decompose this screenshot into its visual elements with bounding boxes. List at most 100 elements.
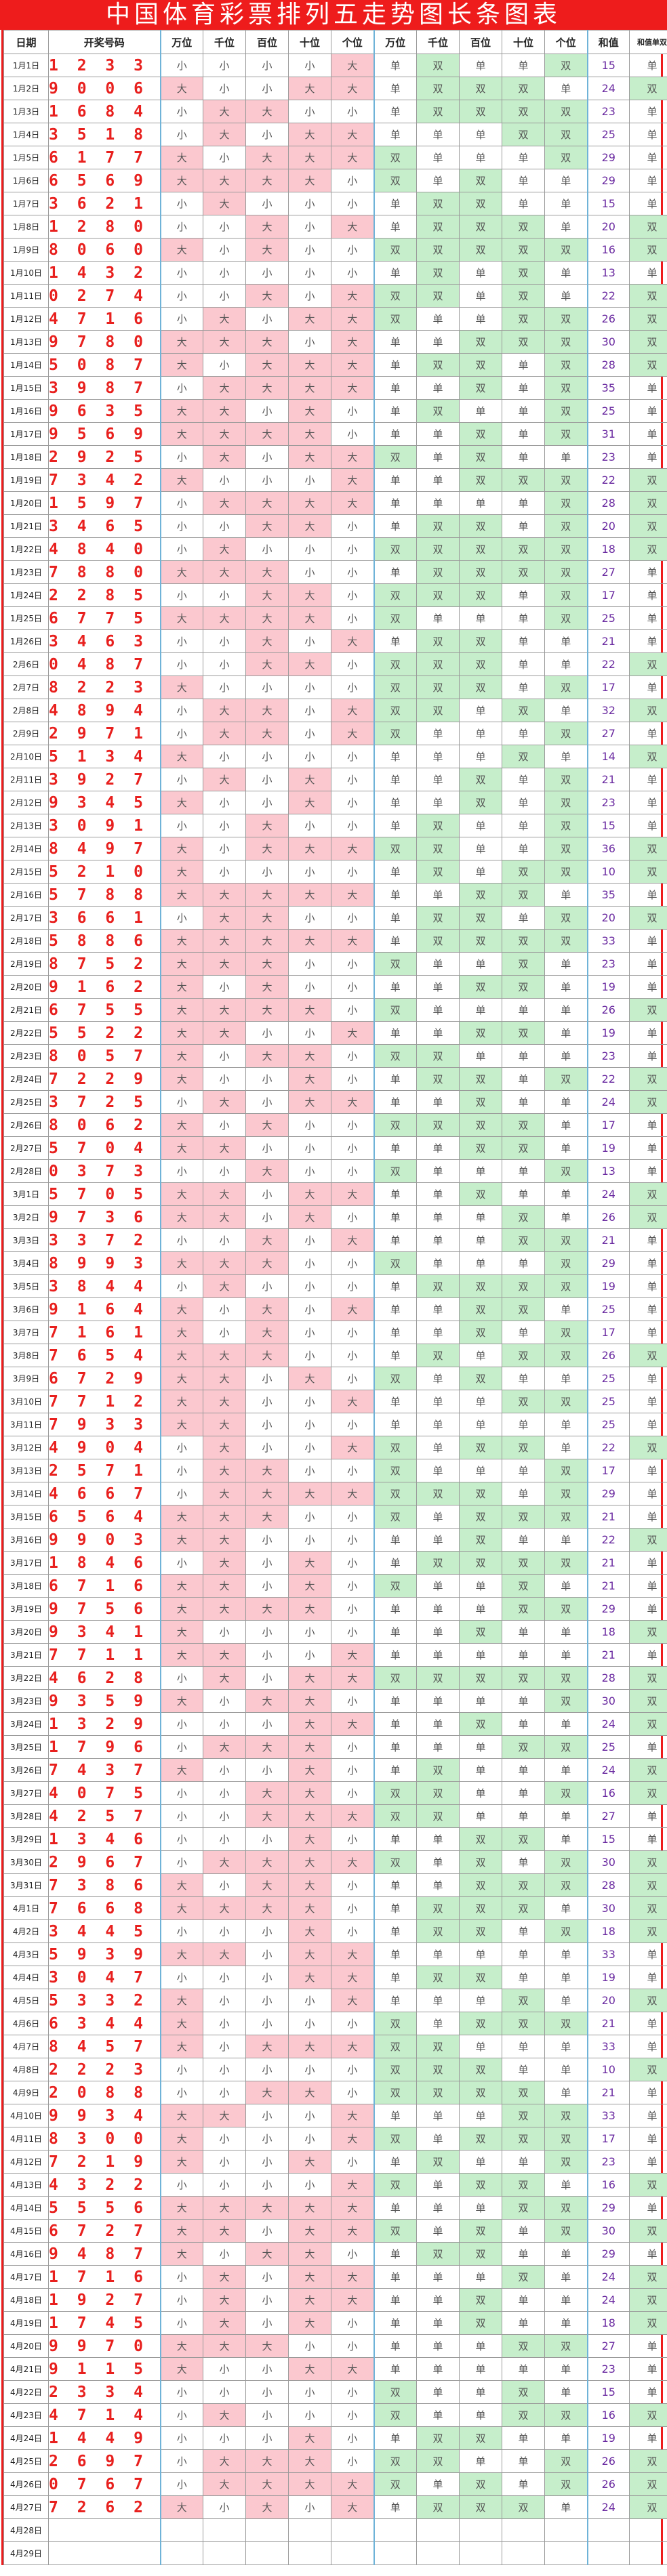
sum-value: 14 <box>586 745 630 768</box>
big-small-qian: 小 <box>203 1966 246 1989</box>
odd-even-qian: 单 <box>416 1182 460 1206</box>
odd-even-shi: 双 <box>502 1136 545 1160</box>
big-small-qian: 小 <box>203 2426 246 2450</box>
big-small-shi: 大 <box>288 2449 331 2473</box>
odd-even-shi: 单 <box>502 1459 545 1482</box>
odd-even-qian: 双 <box>416 814 460 837</box>
odd-even-qian: 单 <box>416 2104 460 2127</box>
odd-even-bai: 双 <box>459 514 502 538</box>
sum-value: 32 <box>586 699 630 722</box>
big-small-bai: 大 <box>245 2196 289 2220</box>
big-small-qian: 大 <box>203 1459 246 1482</box>
draw-date: 1月21日 <box>3 514 49 538</box>
odd-even-qian: 双 <box>416 100 460 123</box>
big-small-qian: 大 <box>203 2196 246 2220</box>
big-small-qian <box>203 2518 246 2542</box>
draw-date: 4月22日 <box>3 2380 49 2404</box>
sum-odd-even: 单 <box>629 422 667 446</box>
odd-even-shi: 双 <box>502 307 545 331</box>
odd-even-qian: 单 <box>416 1850 460 1874</box>
odd-even-ge: 单 <box>544 1943 588 1966</box>
winning-number: 9 7 3 6 1 <box>48 1205 161 1229</box>
sum-value: 33 <box>586 2104 630 2127</box>
winning-number: 2 5 7 1 2 <box>48 1459 161 1482</box>
odd-even-shi: 单 <box>502 1804 545 1828</box>
big-small-wan: 大 <box>159 2150 203 2174</box>
big-small-wan: 小 <box>159 192 203 215</box>
odd-even-ge: 单 <box>544 1182 588 1206</box>
odd-even-shi: 双 <box>502 2173 545 2197</box>
big-small-bai: 大 <box>245 2035 289 2058</box>
big-small-ge: 大 <box>331 146 374 169</box>
big-small-shi: 大 <box>288 1919 331 1943</box>
big-small-wan: 小 <box>159 814 203 837</box>
winning-number: 3 4 6 3 5 <box>48 629 161 653</box>
sum-value: 20 <box>586 906 630 930</box>
big-small-bai: 小 <box>245 2311 289 2335</box>
big-small-ge: 大 <box>331 629 374 653</box>
big-small-wan: 大 <box>159 2219 203 2243</box>
odd-even-ge: 双 <box>544 929 588 953</box>
sum-odd-even: 单 <box>629 1827 667 1851</box>
big-small-wan: 大 <box>159 2334 203 2358</box>
odd-even-ge: 双 <box>544 860 588 884</box>
big-small-qian: 大 <box>203 1021 246 1045</box>
odd-even-shi: 单 <box>502 1689 545 1713</box>
big-small-wan: 小 <box>159 2403 203 2427</box>
winning-number: 7 8 8 0 4 <box>48 560 161 584</box>
odd-even-wan: 双 <box>373 2449 417 2473</box>
sum-odd-even: 单 <box>629 952 667 976</box>
sum-value: 33 <box>586 2035 630 2058</box>
big-small-shi: 小 <box>288 722 331 745</box>
draw-date: 3月17日 <box>3 1551 49 1575</box>
header-bs-bai: 百位 <box>245 30 289 54</box>
sum-value: 20 <box>586 215 630 238</box>
winning-number: 4 0 7 5 0 <box>48 1781 161 1805</box>
big-small-wan: 大 <box>159 1896 203 1920</box>
draw-date: 3月4日 <box>3 1251 49 1275</box>
big-small-qian: 大 <box>203 491 246 515</box>
big-small-bai: 大 <box>245 422 289 446</box>
big-small-qian: 小 <box>203 629 246 653</box>
big-small-bai: 大 <box>245 1228 289 1252</box>
sum-odd-even: 单 <box>629 1735 667 1759</box>
big-small-shi: 大 <box>288 77 331 100</box>
odd-even-shi: 单 <box>502 2219 545 2243</box>
big-small-ge: 小 <box>331 192 374 215</box>
odd-even-qian: 双 <box>416 629 460 653</box>
big-small-qian: 大 <box>203 560 246 584</box>
winning-number: 4 3 2 2 5 <box>48 2173 161 2197</box>
big-small-ge: 小 <box>331 1344 374 1367</box>
sum-value: 23 <box>586 2150 630 2174</box>
big-small-wan: 小 <box>159 123 203 146</box>
big-small-wan: 大 <box>159 1528 203 1552</box>
sum-value: 15 <box>586 2380 630 2404</box>
odd-even-bai: 双 <box>459 2242 502 2266</box>
big-small-qian: 小 <box>203 77 246 100</box>
big-small-qian: 小 <box>203 146 246 169</box>
sum-value: 17 <box>586 676 630 699</box>
odd-even-bai: 双 <box>459 768 502 791</box>
big-small-wan: 大 <box>159 2495 203 2519</box>
odd-even-qian: 单 <box>416 1021 460 1045</box>
sum-odd-even: 单 <box>629 2127 667 2151</box>
odd-even-qian: 双 <box>416 261 460 285</box>
winning-number: 8 0 6 2 1 <box>48 1113 161 1137</box>
sum-value: 20 <box>586 514 630 538</box>
sum-value: 28 <box>586 1873 630 1897</box>
big-small-bai: 大 <box>245 1482 289 1505</box>
odd-even-bai: 单 <box>459 1205 502 1229</box>
odd-even-qian: 单 <box>416 2403 460 2427</box>
big-small-qian: 大 <box>203 1666 246 1690</box>
odd-even-qian: 双 <box>416 77 460 100</box>
odd-even-wan: 单 <box>373 906 417 930</box>
odd-even-wan: 双 <box>373 1436 417 1459</box>
big-small-wan: 大 <box>159 1390 203 1413</box>
draw-date: 2月21日 <box>3 998 49 1022</box>
odd-even-shi: 双 <box>502 238 545 262</box>
odd-even-ge: 双 <box>544 1551 588 1575</box>
big-small-shi: 大 <box>288 1827 331 1851</box>
